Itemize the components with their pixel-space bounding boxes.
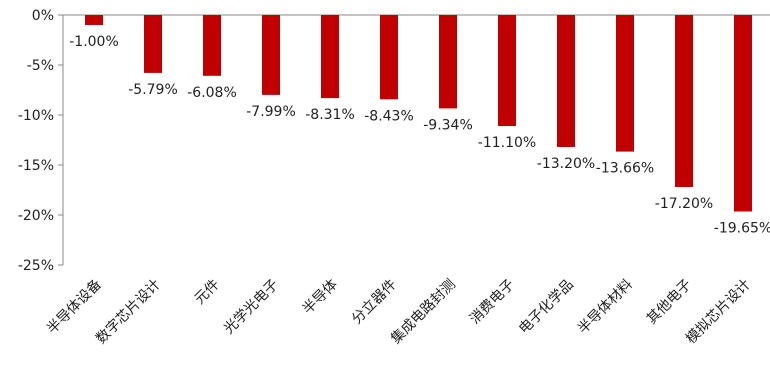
bar-value-label: -8.43% (364, 108, 414, 124)
category-label: 半导体 (300, 277, 341, 318)
category-label: 半导体材料 (575, 277, 636, 338)
bar (498, 15, 516, 126)
bar-value-label: -19.65% (714, 221, 770, 237)
y-axis: 0% -5% -10% -15% -20% -25% (18, 8, 770, 274)
y-tick-label: -10% (18, 108, 54, 124)
bar (262, 15, 280, 95)
category-label: 元件 (192, 277, 223, 308)
category-label: 其他电子 (644, 277, 695, 328)
bar (734, 15, 752, 212)
bar (557, 15, 575, 147)
bar (439, 15, 457, 109)
bar (321, 15, 339, 99)
bar (675, 15, 693, 187)
category-label: 半导体设备 (43, 276, 105, 338)
bar-value-label: -8.31% (305, 107, 355, 123)
category-label: 电子化学品 (516, 277, 577, 338)
bar-value-label: -5.79% (128, 82, 178, 98)
bars (85, 15, 752, 212)
category-label: 消费电子 (467, 277, 518, 328)
category-label: 分立器件 (349, 277, 400, 328)
bar-value-label: -6.08% (187, 85, 237, 101)
y-tick-label: -25% (18, 258, 54, 274)
bar (380, 15, 398, 100)
value-labels: -1.00% -5.79% -6.08% -7.99% -8.31% -8.43% -9.3… (69, 34, 770, 237)
y-tick-label: -20% (18, 208, 54, 224)
bar (144, 15, 162, 73)
bar-value-label: -9.34% (423, 117, 473, 133)
bar-value-label: -13.66% (596, 161, 654, 177)
bar-value-label: -17.20% (655, 196, 713, 212)
y-tick-label: 0% (32, 8, 54, 24)
bar-value-label: -7.99% (246, 104, 296, 120)
bar (616, 15, 634, 152)
bar-value-label: -11.10% (478, 135, 536, 151)
y-tick-label: -5% (27, 58, 54, 74)
bar-value-label: -13.20% (537, 156, 595, 172)
bar (203, 15, 221, 76)
y-tick-label: -15% (18, 158, 54, 174)
category-label: 光学光电子 (221, 277, 282, 338)
bar-value-label: -1.00% (69, 34, 119, 50)
bar (85, 15, 103, 25)
